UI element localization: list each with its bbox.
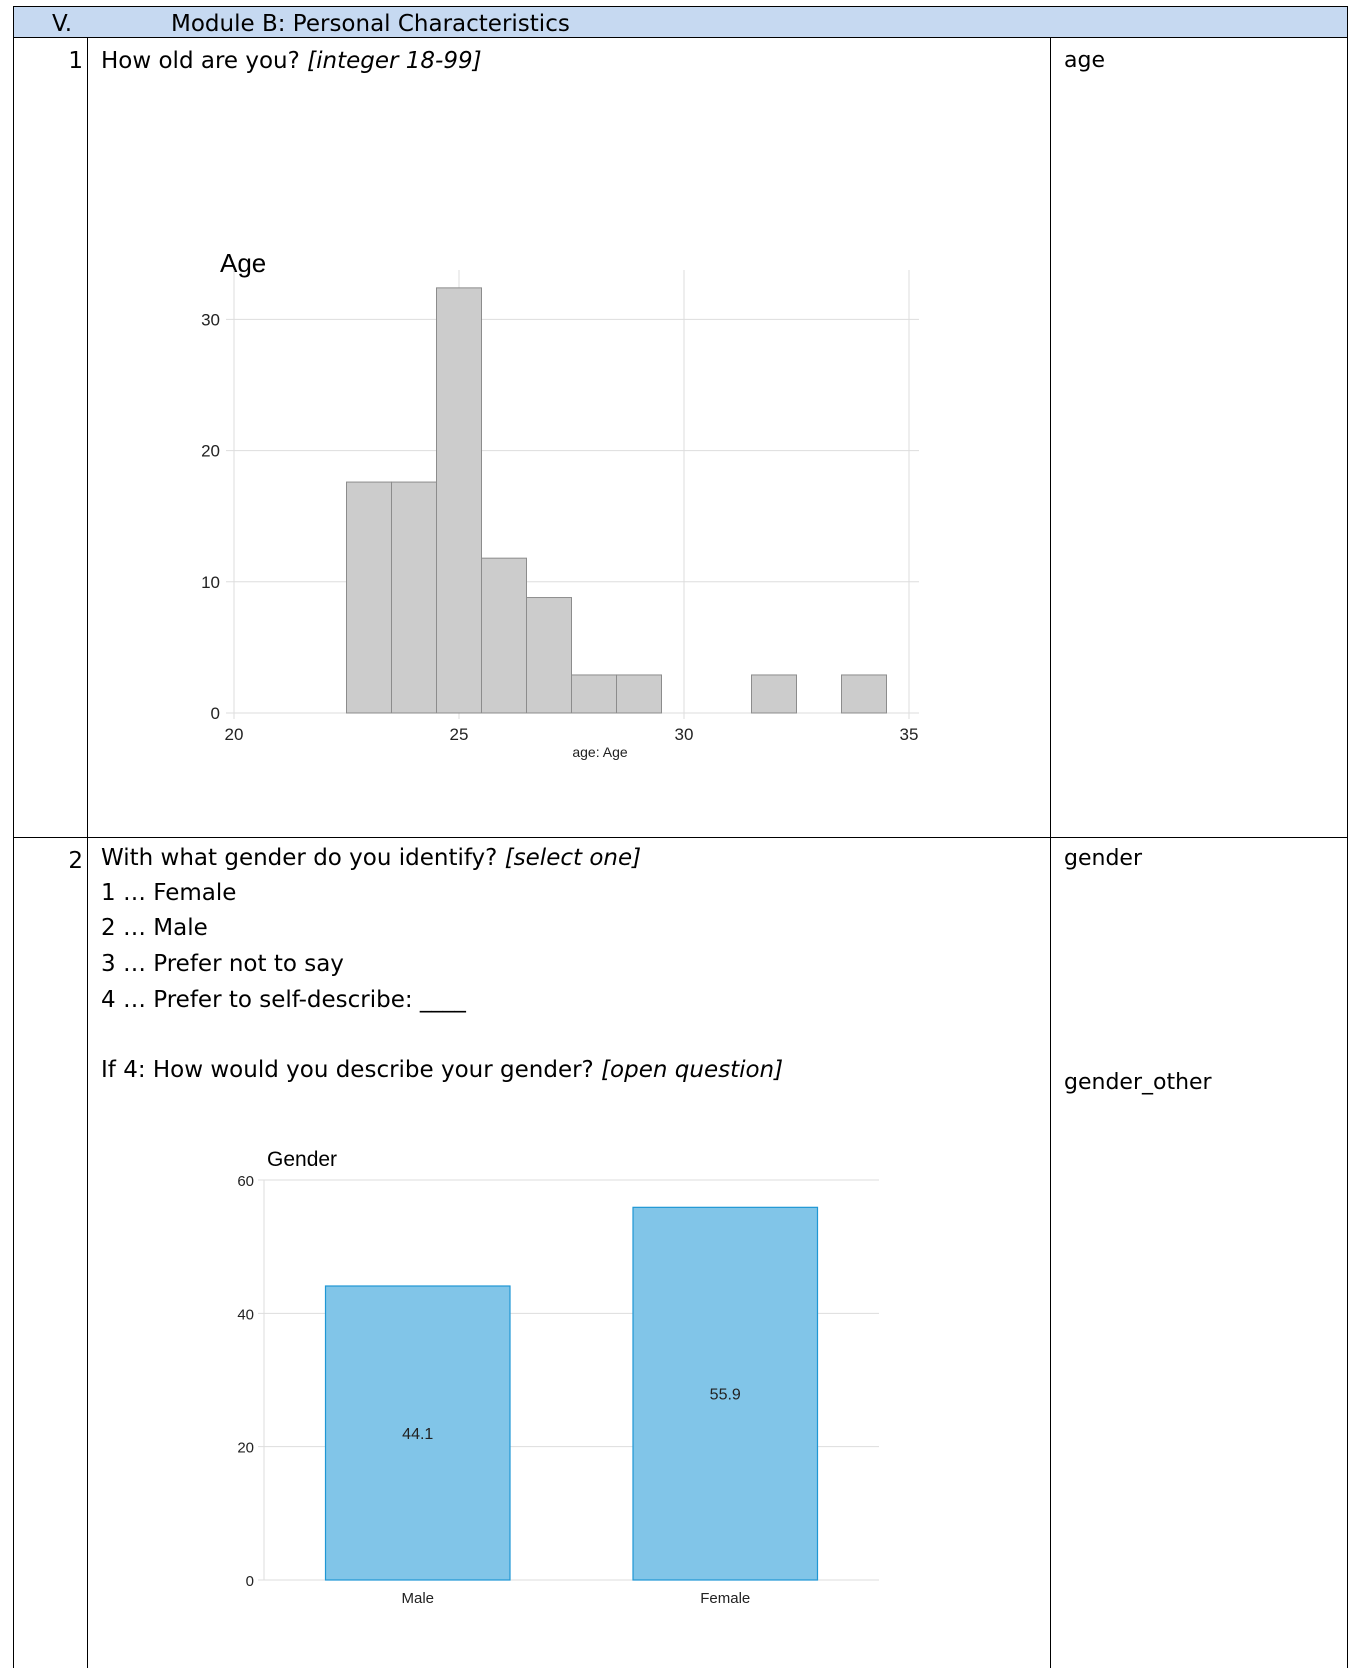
question-hint: [integer 18-99]: [307, 48, 482, 74]
x-tick-label: Female: [700, 1590, 750, 1607]
followup-variable-name: gender_other: [1064, 1070, 1212, 1095]
question-prompt: With what gender do you identify?: [101, 845, 498, 871]
histogram-bar: [526, 597, 572, 714]
followup-question-text: If 4: How would you describe your gender…: [101, 1057, 783, 1083]
answer-option: 4 … Prefer to self-describe: ____: [101, 987, 466, 1013]
variable-name: age: [1064, 48, 1105, 73]
answer-option: 3 … Prefer not to say: [101, 951, 344, 977]
question-text: How old are you? [integer 18-99]: [101, 48, 482, 74]
x-tick-label: 25: [450, 725, 469, 744]
bar-value-label: 55.9: [710, 1387, 741, 1404]
answer-option: 2 … Male: [101, 915, 208, 941]
y-tick-label: 40: [237, 1306, 254, 1323]
x-axis-label: age: Age: [572, 744, 627, 760]
question-row-age: 1 How old are you? [integer 18-99] age A…: [13, 38, 1348, 838]
y-tick-label: 60: [237, 1173, 254, 1190]
question-hint: [select one]: [504, 845, 642, 871]
chart-title: Gender: [267, 1148, 338, 1171]
bar-value-label: 44.1: [402, 1426, 433, 1443]
followup-prompt: If 4: How would you describe your gender…: [101, 1057, 594, 1083]
histogram-bar: [346, 481, 392, 714]
column-divider: [87, 38, 88, 837]
column-divider: [87, 838, 88, 1668]
column-divider: [1050, 38, 1051, 837]
y-tick-label: 10: [201, 573, 220, 592]
variable-name: gender: [1064, 846, 1142, 871]
histogram-bar: [841, 674, 887, 714]
y-tick-label: 20: [201, 442, 220, 461]
bar: [632, 1206, 819, 1581]
histogram-bar: [481, 557, 527, 714]
followup-hint: [open question]: [601, 1057, 784, 1083]
bar: [324, 1285, 511, 1581]
gender-bar-chart: 0 20 40 60 44.1 Male 55.9 Female: [237, 1173, 879, 1607]
question-prompt: How old are you?: [101, 48, 300, 74]
age-histogram: 0 10 20 30 20 25 30 35 age: Age: [201, 270, 919, 760]
answer-option: 1 … Female: [101, 880, 237, 906]
histogram-bar: [391, 481, 437, 714]
question-number: 1: [68, 48, 83, 74]
chart-title: Age: [220, 248, 267, 278]
question-number: 2: [68, 848, 83, 874]
histogram-bar: [571, 674, 617, 714]
module-header-row: V. Module B: Personal Characteristics: [13, 6, 1348, 38]
column-divider: [1050, 838, 1051, 1668]
x-tick-label: 20: [225, 725, 244, 744]
histogram-bar: [616, 674, 662, 714]
question-text: With what gender do you identify? [selec…: [101, 845, 641, 871]
y-tick-label: 0: [211, 704, 220, 723]
module-number: V.: [52, 11, 73, 37]
y-tick-label: 20: [237, 1440, 254, 1457]
question-row-gender: 2 With what gender do you identify? [sel…: [13, 838, 1348, 1668]
module-title: Module B: Personal Characteristics: [171, 11, 570, 37]
histogram-bar: [751, 674, 797, 714]
x-tick-label: 35: [900, 725, 919, 744]
x-tick-label: 30: [675, 725, 694, 744]
y-tick-label: 0: [246, 1573, 254, 1590]
histogram-bar: [436, 287, 482, 714]
y-tick-label: 30: [201, 310, 220, 329]
x-tick-label: Male: [401, 1590, 434, 1607]
